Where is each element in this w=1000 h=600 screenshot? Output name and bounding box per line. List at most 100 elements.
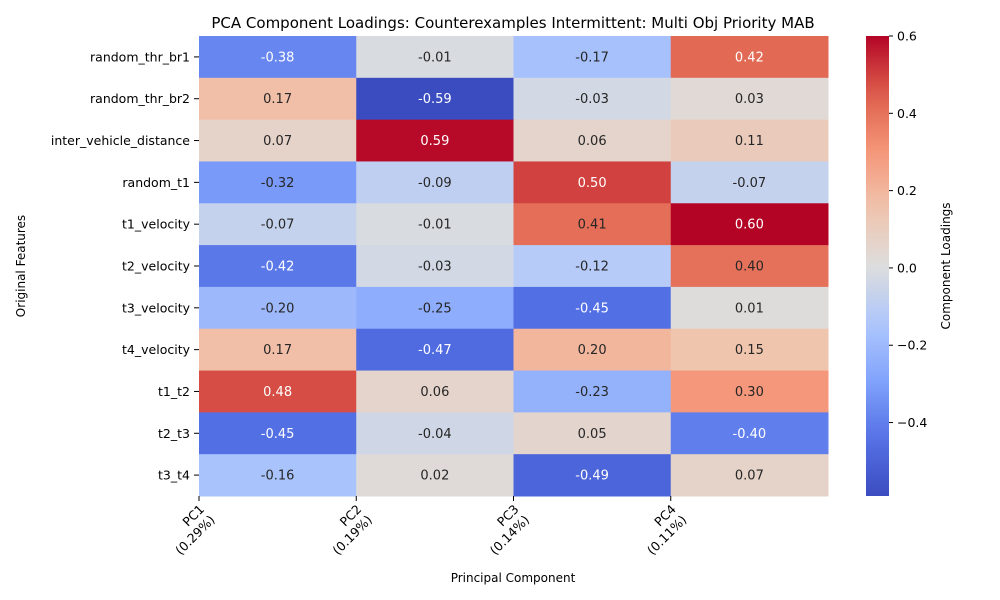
cell-value-label: -0.45 [575, 301, 609, 316]
heatmap-cell [356, 286, 514, 330]
y-tick-label: t1_velocity [122, 217, 191, 232]
cell-value-label: 0.41 [578, 218, 607, 233]
heatmap-cell [199, 161, 357, 204]
cell-value-label: -0.45 [261, 427, 295, 442]
y-tick-label: random_thr_br2 [90, 91, 190, 106]
cell-value-label: -0.12 [575, 260, 609, 275]
heatmap-cell [670, 328, 829, 372]
cell-value-label: -0.01 [418, 218, 452, 233]
colorbar-tick-label: −0.4 [897, 415, 927, 430]
y-tick-label: random_t1 [122, 175, 190, 190]
cell-value-label: 0.02 [420, 469, 449, 484]
cell-value-label: 0.60 [735, 218, 764, 233]
cell-value-label: -0.07 [261, 218, 295, 233]
colorbar: 0.6 0.4 0.2 0.0 −0.2 −0.4 [866, 29, 927, 496]
colorbar-tick-label: 0.6 [897, 29, 917, 44]
heatmap-cell [356, 328, 514, 372]
heatmap-cell [670, 203, 829, 246]
heatmap-cell [670, 286, 829, 330]
heatmap-cell [513, 119, 672, 162]
cell-value-label: -0.07 [733, 176, 767, 191]
cell-value-label: 0.50 [578, 176, 607, 191]
heatmap-cell [199, 203, 357, 246]
heatmap-cell [513, 203, 672, 246]
heatmap-cell [199, 77, 357, 121]
heatmap-cell [199, 286, 357, 330]
heatmap-cell [513, 36, 672, 79]
y-tick-label: t4_velocity [122, 342, 191, 357]
heatmap-cells [199, 36, 829, 497]
colorbar-gradient [866, 36, 889, 496]
cell-value-label: -0.04 [418, 427, 452, 442]
cell-value-label: 0.06 [578, 134, 607, 149]
heatmap-cell [356, 245, 514, 288]
heatmap-cell [513, 454, 672, 497]
cell-value-label: 0.05 [578, 427, 607, 442]
cell-value-label: -0.09 [418, 176, 452, 191]
y-tick-label: random_thr_br1 [90, 49, 190, 64]
heatmap-cell [199, 36, 357, 79]
colorbar-tick-label: 0.2 [897, 183, 917, 198]
heatmap-cell [513, 161, 672, 204]
heatmap-cell [670, 77, 829, 121]
heatmap-cell [356, 161, 514, 204]
y-tick-label: inter_vehicle_distance [51, 133, 190, 148]
cell-value-label: 0.30 [735, 385, 764, 400]
cell-value-label: -0.01 [418, 50, 452, 65]
heatmap-cell [513, 370, 672, 413]
heatmap-cell [513, 412, 672, 455]
cell-value-label: 0.40 [735, 260, 764, 275]
y-tick-label: t2_t3 [158, 426, 190, 441]
heatmap-cell [513, 245, 672, 288]
heatmap-cell [356, 412, 514, 455]
cell-value-label: -0.23 [575, 385, 609, 400]
cell-value-label: -0.42 [261, 260, 295, 275]
heatmap-cell [199, 412, 357, 455]
heatmap-cell [356, 454, 514, 497]
cell-value-label: 0.06 [420, 385, 449, 400]
cell-value-label: 0.07 [735, 469, 764, 484]
cell-value-label: -0.40 [733, 427, 767, 442]
heatmap-cell [670, 245, 829, 288]
heatmap-cell [670, 161, 829, 204]
heatmap-cell [356, 370, 514, 413]
cell-value-label: 0.17 [263, 343, 292, 358]
heatmap-cell [199, 454, 357, 497]
cell-value-label: -0.20 [261, 301, 295, 316]
cell-value-label: -0.47 [418, 343, 452, 358]
y-tick-labels: random_thr_br1 random_thr_br2 inter_vehicl… [51, 49, 199, 483]
x-tick-labels: PC1(0.29%) PC2(0.19%) PC3(0.14%) PC4(0.11%) [172, 496, 689, 558]
y-tick-label: t1_t2 [158, 384, 190, 399]
cell-value-label: 0.07 [263, 134, 292, 149]
colorbar-tick-label: −0.2 [897, 338, 927, 353]
cell-value-label: -0.59 [418, 92, 452, 107]
heatmap-cell [356, 203, 514, 246]
heatmap-cell [199, 119, 357, 162]
cell-value-label: 0.42 [735, 50, 764, 65]
heatmap-cell-labels: -0.38 -0.01 -0.17 0.42 0.17 -0.59 -0.03 0.03 0.0… [261, 50, 766, 483]
x-tick-label: PC2(0.19%) [329, 502, 375, 558]
heatmap-cell [670, 412, 829, 455]
heatmap-cell [356, 77, 514, 121]
cell-value-label: 0.03 [735, 92, 764, 107]
heatmap-cell [670, 36, 829, 79]
colorbar-tick-label: 0.0 [897, 260, 917, 275]
x-axis-label: Principal Component [451, 571, 576, 585]
cell-value-label: 0.15 [735, 343, 764, 358]
colorbar-label: Component Loadings [939, 202, 953, 329]
cell-value-label: 0.48 [263, 385, 292, 400]
heatmap-cell [199, 328, 357, 372]
heatmap-cell [670, 370, 829, 413]
cell-value-label: 0.17 [263, 92, 292, 107]
cell-value-label: -0.38 [261, 50, 295, 65]
heatmap-cell [670, 454, 829, 497]
y-axis-label: Original Features [14, 215, 28, 317]
colorbar-tick-label: 0.4 [897, 106, 917, 121]
x-tick-label: PC3(0.14%) [487, 502, 533, 558]
cell-value-label: -0.49 [575, 469, 609, 484]
cell-value-label: -0.25 [418, 301, 452, 316]
cell-value-label: -0.16 [261, 469, 295, 484]
heatmap-cell [199, 370, 357, 413]
heatmap-cell [356, 36, 514, 79]
